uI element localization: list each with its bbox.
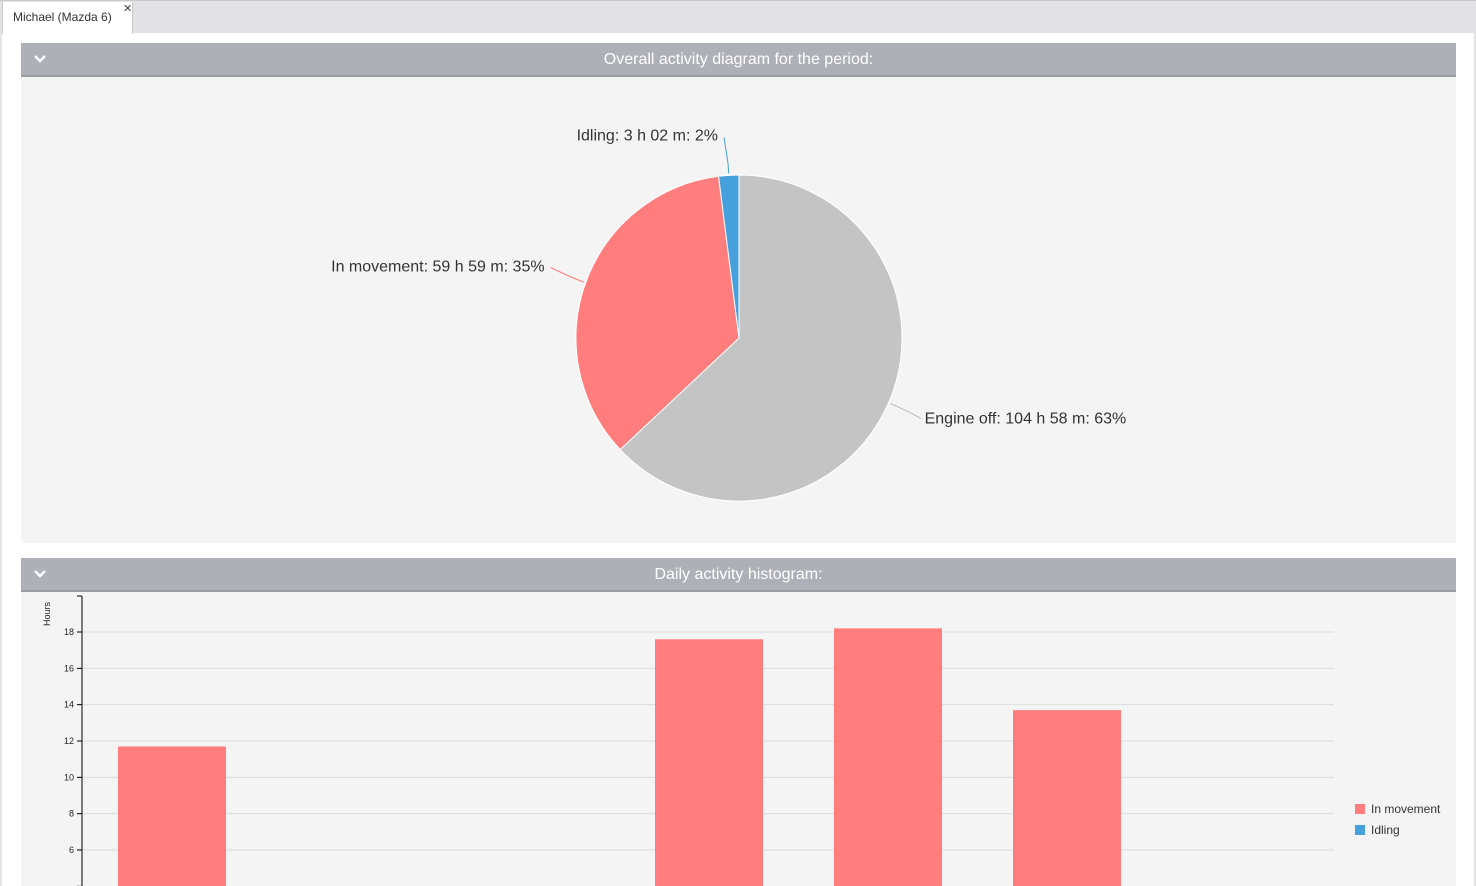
daily-activity-panel: Daily activity histogram: 6 8 10 12 14 16 18 Ho…	[21, 558, 1456, 886]
frame-border-left	[0, 33, 2, 886]
pie-slice[interactable]	[575, 175, 740, 451]
overall-activity-panel: Overall activity diagram for the period:…	[21, 43, 1456, 543]
histogram-chart: 6 8 10 12 14 16 18 Hours	[42, 595, 1334, 886]
panel-title: Daily activity histogram:	[654, 566, 823, 583]
tab-bar: Michael (Mazda 6) ✕	[0, 0, 1476, 34]
legend-label: In movement	[1371, 802, 1441, 816]
tab-label: Michael (Mazda 6)	[13, 10, 112, 24]
y-tick-label: 6	[69, 845, 74, 855]
histogram-bar[interactable]	[118, 746, 226, 886]
legend-label: Idling	[1371, 823, 1400, 837]
pie-slice[interactable]	[718, 174, 740, 339]
legend-swatch	[1355, 804, 1365, 814]
y-tick-label: 16	[64, 663, 74, 673]
overall-activity-header[interactable]: Overall activity diagram for the period:	[21, 43, 1456, 77]
pie-leader-line	[550, 266, 584, 283]
chevron-down-icon[interactable]	[33, 52, 47, 66]
histogram-bar[interactable]	[655, 639, 763, 886]
y-tick-label: 14	[64, 700, 74, 710]
close-icon[interactable]: ✕	[123, 3, 133, 15]
legend-item-in-movement[interactable]: In movement	[1355, 802, 1440, 816]
pie-slice-label: In movement: 59 h 59 m: 35%	[331, 258, 544, 275]
pie-leader-line	[723, 137, 730, 174]
pie-leader-line	[890, 403, 921, 419]
pie-slice[interactable]	[619, 174, 903, 502]
frame-border-right	[1474, 33, 1476, 886]
y-tick-label: 10	[64, 772, 74, 782]
y-axis-label: Hours	[42, 602, 52, 627]
daily-activity-header[interactable]: Daily activity histogram:	[21, 558, 1456, 592]
y-tick-label: 18	[64, 627, 74, 637]
pie-slice-label: Engine off: 104 h 58 m: 63%	[925, 410, 1127, 427]
tab-vehicle[interactable]: Michael (Mazda 6) ✕	[2, 2, 133, 34]
legend-swatch	[1355, 825, 1365, 835]
pie-chart: Engine off: 104 h 58 m: 63% In movement: …	[331, 127, 1127, 502]
chevron-down-icon[interactable]	[33, 567, 47, 581]
y-tick-label: 8	[69, 809, 74, 819]
histogram-bar[interactable]	[834, 628, 942, 886]
pie-slice-label: Idling: 3 h 02 m: 2%	[577, 127, 718, 144]
legend-item-idling[interactable]: Idling	[1355, 823, 1400, 837]
y-tick-label: 12	[64, 736, 74, 746]
histogram-bar[interactable]	[1013, 710, 1121, 886]
panel-title: Overall activity diagram for the period:	[603, 51, 874, 68]
